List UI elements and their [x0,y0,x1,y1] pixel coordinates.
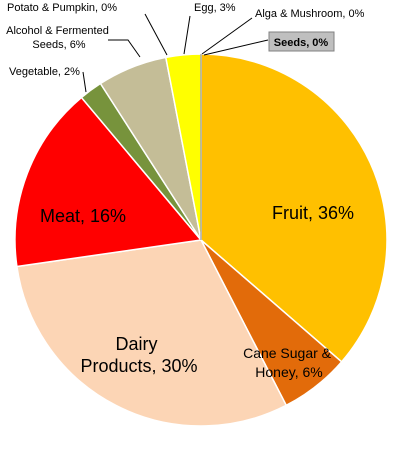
label-fruit: Fruit, 36% [272,203,354,223]
slice-dairy-products [16,239,288,427]
slice-meat [14,96,203,268]
pie-slices [14,53,388,427]
slice-labels: Fruit, 36% Cane Sugar & Honey, 6% Dairy … [6,2,365,380]
label-seeds: Seeds, 0% [274,37,329,49]
leader-alcohol-seeds [108,39,141,58]
label-vegetable: Vegetable, 2% [9,66,80,78]
leader-egg [183,15,191,55]
label-meat: Meat, 16% [40,206,126,226]
label-dairy-products: Dairy Products, 30% [80,334,197,376]
leader-vegetable [82,71,87,93]
label-alcohol-fermented-seeds: Alcohol & Fermented Seeds, 6% [6,25,112,51]
slice-fruit [200,53,388,363]
label-cane-sugar-honey: Cane Sugar & Honey, 6% [243,345,335,380]
leader-seeds [203,39,269,56]
label-potato-pumpkin: Potato & Pumpkin, 0% [7,2,117,14]
leader-potato-pumpkin [144,13,168,56]
leader-alga-mushroom [201,17,253,55]
leader-lines [82,13,269,93]
label-alga-mushroom: Alga & Mushroom, 0% [255,8,365,20]
label-egg: Egg, 3% [194,2,236,14]
seeds-label-box [268,31,335,52]
